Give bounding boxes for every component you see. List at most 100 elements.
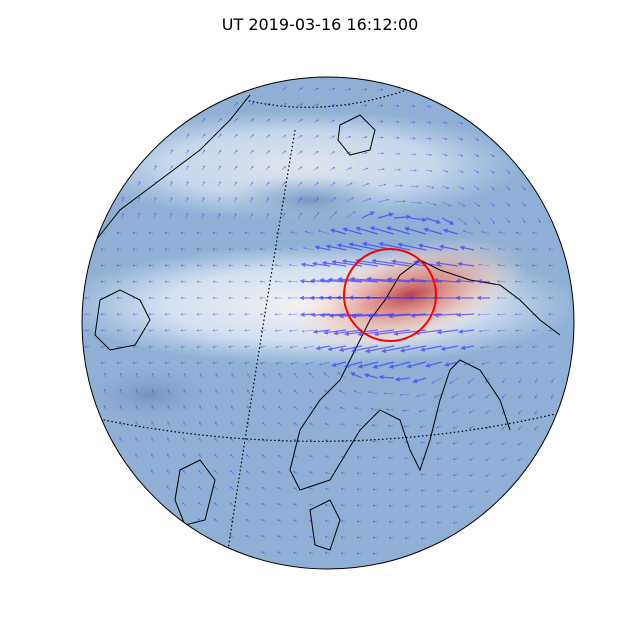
vector-arrow <box>116 345 123 348</box>
vector-arrow <box>345 182 353 187</box>
vector-arrow <box>341 259 379 267</box>
vector-arrow <box>259 264 267 267</box>
vector-arrow <box>84 345 91 348</box>
vector-arrow <box>497 263 507 267</box>
vector-arrow <box>185 149 190 155</box>
vector-arrow <box>169 149 173 155</box>
vector-arrow <box>100 248 107 251</box>
vector-arrow <box>229 518 235 523</box>
vector-arrow <box>259 329 267 332</box>
vector-arrow <box>217 133 222 139</box>
vector-arrow <box>228 264 235 267</box>
vector-arrow <box>452 521 459 524</box>
vector-arrow <box>153 196 157 203</box>
vector-arrow <box>473 169 480 174</box>
vector-arrow <box>489 201 495 207</box>
vector-arrow <box>468 425 475 429</box>
vector-arrow <box>505 201 511 207</box>
vector-arrow <box>329 87 336 91</box>
vector-arrow <box>277 454 283 459</box>
vector-arrow <box>301 329 315 333</box>
vector-arrow <box>514 329 523 332</box>
vector-arrow <box>324 503 331 507</box>
vector-arrow <box>150 469 155 475</box>
vector-arrow <box>228 345 235 348</box>
vector-arrow <box>441 169 449 173</box>
vector-arrow <box>548 248 555 251</box>
vector-arrow <box>180 231 187 235</box>
vector-arrow <box>213 486 219 491</box>
vector-arrow <box>196 329 203 332</box>
vector-arrow <box>356 520 363 523</box>
vector-arrow <box>233 133 238 139</box>
coast-kola <box>439 269 561 336</box>
vector-arrow <box>137 180 141 187</box>
vector-arrow <box>468 393 475 399</box>
vector-arrow <box>259 247 267 251</box>
vector-arrow <box>198 469 203 475</box>
vector-arrow <box>406 361 427 369</box>
vector-arrow <box>297 150 303 155</box>
vector-arrow <box>180 361 187 365</box>
vector-arrow <box>180 329 187 332</box>
vector-arrow <box>277 470 283 475</box>
vector-arrow <box>249 149 254 155</box>
vector-arrow <box>329 182 336 187</box>
vector-arrow <box>245 518 251 523</box>
vector-arrow <box>345 211 356 219</box>
vector-arrow <box>308 535 315 539</box>
vector-arrow <box>345 167 352 171</box>
vector-arrow <box>323 372 331 379</box>
vector-arrow <box>436 473 443 476</box>
vector-arrow <box>229 502 235 507</box>
vector-arrow <box>233 212 237 219</box>
vector-arrow <box>548 329 555 332</box>
vector-arrow <box>393 200 406 203</box>
vector-arrow <box>151 372 155 379</box>
vector-arrow <box>418 409 427 413</box>
vector-arrow <box>353 390 363 395</box>
vector-arrow <box>289 345 299 349</box>
vector-arrow <box>228 248 235 251</box>
vector-arrow <box>425 137 432 140</box>
vector-arrow <box>328 313 363 319</box>
vector-arrow <box>484 489 491 493</box>
vector-arrow <box>329 151 336 155</box>
vector-arrow <box>356 552 363 555</box>
vector-arrow <box>377 168 385 171</box>
vector-arrow <box>416 393 427 398</box>
vector-arrow <box>340 520 347 523</box>
vector-arrow <box>515 231 523 235</box>
vector-arrow <box>478 329 491 333</box>
vector-arrow <box>468 505 475 509</box>
vector-arrow <box>441 153 448 157</box>
vector-arrow <box>324 471 331 475</box>
vector-arrow <box>498 231 507 235</box>
vector-arrow <box>288 263 299 267</box>
vector-arrow <box>364 345 395 354</box>
vector-arrow <box>153 180 157 187</box>
vector-arrow <box>467 377 475 384</box>
vector-arrow <box>281 181 286 187</box>
vector-arrow <box>116 248 123 251</box>
vector-arrow <box>399 393 411 397</box>
vector-arrow <box>409 217 428 222</box>
vector-arrow <box>297 119 303 123</box>
vector-arrow <box>433 393 443 398</box>
vector-arrow <box>501 377 507 384</box>
vector-arrow <box>409 169 418 172</box>
vector-arrow <box>457 153 464 157</box>
vector-arrow <box>297 166 303 171</box>
vector-arrow <box>369 226 395 235</box>
vector-arrow <box>182 485 187 491</box>
vector-arrow <box>498 361 507 365</box>
vector-arrow <box>292 519 299 523</box>
vector-arrow <box>201 117 206 123</box>
vector-arrow <box>196 361 203 365</box>
vector-arrow <box>419 345 443 352</box>
vector-arrow <box>452 489 459 493</box>
vector-arrow <box>198 453 203 459</box>
globe-content <box>82 77 574 569</box>
vector-arrow <box>313 197 320 203</box>
vector-arrow <box>377 198 390 203</box>
